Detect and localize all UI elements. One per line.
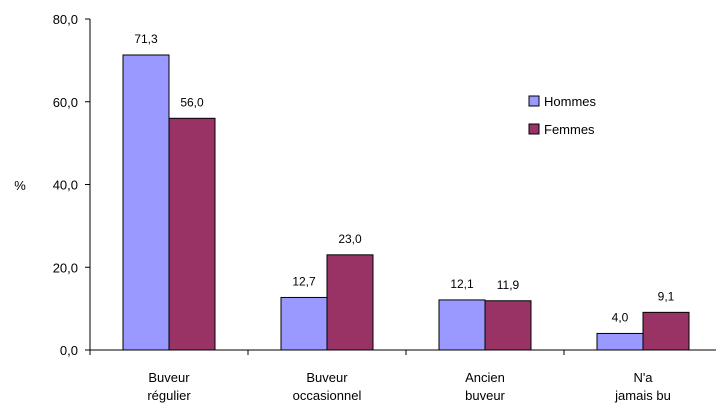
bar-hommes-2 — [438, 299, 486, 351]
bar-hommes-1 — [280, 296, 328, 351]
bar-hommes-0 — [122, 54, 170, 351]
y-axis: 0,0 20,0 40,0 60,0 80,0 — [53, 12, 91, 358]
legend: Hommes Femmes — [528, 94, 597, 137]
data-labels: 71,3 56,0 12,7 23,0 12,1 11,9 4,0 9,1 — [134, 32, 674, 324]
y-tick-label: 80,0 — [53, 12, 78, 27]
y-tick-label: 40,0 — [53, 178, 78, 193]
y-tick-label: 20,0 — [53, 260, 78, 275]
bar-femmes-0 — [168, 117, 216, 351]
bar-hommes-3 — [596, 332, 644, 351]
category-label: N'a jamais bu — [614, 370, 671, 403]
legend-swatch-hommes — [528, 95, 540, 107]
data-label-femmes-2: 11,9 — [497, 278, 520, 292]
bar-femmes-2 — [484, 300, 532, 351]
bars — [122, 54, 690, 351]
legend-swatch-femmes — [528, 123, 540, 135]
data-label-femmes-3: 9,1 — [658, 289, 675, 303]
data-label-hommes-0: 71,3 — [134, 32, 158, 46]
y-tick-label: 60,0 — [53, 95, 78, 110]
category-labels: Buveur régulier Buveur occasionnel Ancien buv… — [147, 370, 671, 403]
data-label-hommes-2: 12,1 — [450, 277, 474, 291]
x-axis — [89, 349, 716, 355]
bar-femmes-3 — [642, 311, 690, 351]
data-label-femmes-0: 56,0 — [180, 95, 204, 109]
category-label: Buveur régulier — [147, 370, 191, 403]
legend-label-femmes: Femmes — [544, 122, 595, 137]
bar-femmes-1 — [326, 254, 374, 351]
data-label-hommes-3: 4,0 — [612, 310, 629, 324]
data-label-femmes-1: 23,0 — [338, 232, 362, 246]
y-tick-label: 0,0 — [60, 343, 78, 358]
data-label-hommes-1: 12,7 — [292, 274, 316, 288]
y-axis-label: % — [14, 178, 26, 193]
category-label: Buveur occasionnel — [293, 370, 362, 403]
legend-label-hommes: Hommes — [544, 94, 597, 109]
category-label: Ancien buveur — [465, 370, 505, 403]
